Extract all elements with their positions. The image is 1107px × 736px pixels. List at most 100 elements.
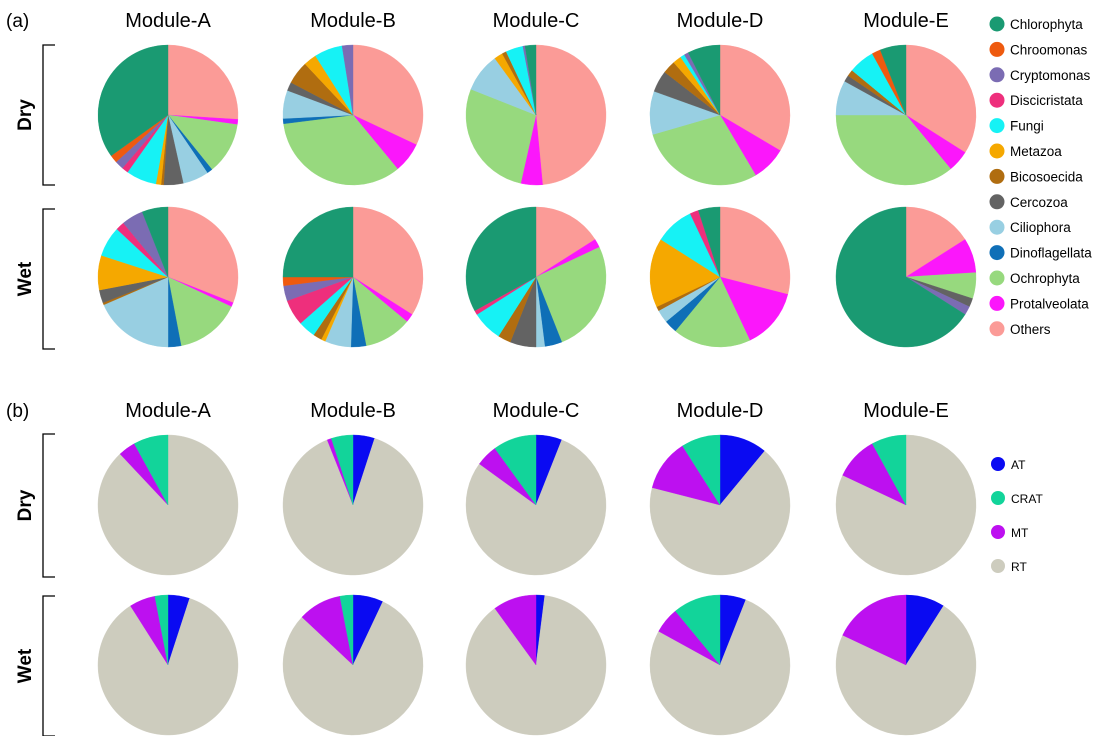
slice-others [719,44,791,151]
panel-label-a: (a) [6,11,29,32]
legend-label-cercozoa: Cercozoa [1010,195,1068,210]
slice-chlorophyta [465,206,537,311]
condition-label-wet-b: Wet [15,648,36,683]
module-title-module-a-b: Module-A [125,400,211,422]
slice-ochrophyta [675,276,751,348]
pie-a-wet-module-a [97,206,239,348]
bracket-wet-b [42,595,55,736]
slice-ciliophora [103,276,169,348]
bracket-dry-a [42,44,55,186]
slice-others [167,206,239,304]
legend-swatch-others [989,321,1005,337]
slice-rt [282,601,424,736]
slice-rt [835,605,977,736]
pie-a-wet-module-e [835,206,977,348]
legend-label-at: AT [1011,458,1026,472]
legend-swatch-at [991,457,1005,471]
legend-swatch-rt [991,559,1005,573]
text-layer: (a) Module-A Module-B Module-C Module-D Modul… [6,10,1092,736]
legend-label-chroomonas: Chroomonas [1010,42,1088,57]
legend-swatch-bicosoecida [989,168,1005,184]
legend-label-cryptomonas: Cryptomonas [1010,68,1091,83]
slice-chlorophyta [835,206,966,348]
legend-label-crat: CRAT [1011,492,1043,506]
legend-label-ochrophyta: Ochrophyta [1010,271,1080,286]
slice-mt [842,594,907,666]
bracket-wet-a [42,208,55,350]
slice-mt [494,594,537,666]
slice-ochrophyta [167,276,232,346]
slice-ochrophyta [835,114,951,186]
legend-label-chlorophyta: Chlorophyta [1010,17,1083,32]
pie-a-dry-module-a [97,44,239,186]
module-title-module-e-a: Module-E [863,10,949,32]
slice-metazoa [649,239,721,308]
slice-protalveolata [719,276,789,341]
pie-b-dry-module-c [465,434,607,576]
slice-crat [331,434,354,506]
legend-label-protalveolata: Protalveolata [1010,296,1089,311]
condition-label-wet-a: Wet [15,261,36,296]
slice-chlorophyta [687,44,721,116]
pie-b-dry-module-a [97,434,239,576]
legend-label-fungi: Fungi [1010,119,1044,134]
legend-swatch-protalveolata [989,295,1005,311]
module-title-module-e-b: Module-E [863,400,949,422]
slice-chlorophyta [141,206,169,278]
condition-label-dry-a: Dry [15,99,36,131]
pie-a-wet-module-d [649,206,791,348]
pie-b-dry-module-e [835,434,977,576]
legend-swatch-dinoflagellata [989,245,1005,261]
slice-crat [872,434,907,506]
slice-others [352,206,424,315]
pie-b-wet-module-e [835,594,977,736]
pie-a-dry-module-b [282,44,424,186]
legend-swatch-chlorophyta [989,16,1005,32]
module-title-module-b-b: Module-B [310,400,396,422]
slice-others [905,206,966,278]
module-title-module-c-a: Module-C [493,10,580,32]
slice-chlorophyta [282,206,354,278]
slice-ochrophyta [465,88,537,184]
module-title-module-c-b: Module-C [493,400,580,422]
pie-b-wet-module-b [282,594,424,736]
module-title-module-a-a: Module-A [125,10,211,32]
slice-chlorophyta [879,44,907,116]
slice-crat [682,434,721,506]
pie-a-dry-module-c [465,44,607,186]
pie-b-wet-module-a [97,594,239,736]
legend-swatch-chroomonas [989,41,1005,57]
slice-ochrophyta [652,114,756,186]
legend-swatch-crat [991,491,1005,505]
legend-swatch-cercozoa [989,194,1005,210]
legend-label-others: Others [1010,322,1051,337]
panel-label-b: (b) [6,401,29,422]
legend-swatch-metazoa [989,143,1005,159]
pie-b-wet-module-d [649,594,791,736]
legend-swatch-fungi [989,118,1005,134]
slice-others [535,44,607,185]
legend-swatch-discicristata [989,92,1005,108]
legend-label-metazoa: Metazoa [1010,144,1062,159]
slice-others [535,206,596,278]
slice-others [352,44,424,146]
pie-a-dry-module-d [649,44,791,186]
pie-a-wet-module-b [282,206,424,348]
slice-ochrophyta [535,246,607,343]
legend-swatch-cryptomonas [989,67,1005,83]
pie-b-dry-module-d [649,434,791,576]
legend-label-mt: MT [1011,526,1029,540]
slice-others [719,206,791,295]
legend-swatch-mt [991,525,1005,539]
legend-label-dinoflagellata: Dinoflagellata [1010,246,1092,261]
slice-others [905,44,977,153]
slice-rt [282,438,424,576]
legend-swatch-ciliophora [989,219,1005,235]
slice-crat [134,434,169,506]
slice-crat [339,594,354,666]
module-title-module-d-b: Module-D [677,400,764,422]
legend-label-rt: RT [1011,560,1027,574]
slice-chlorophyta [524,44,537,116]
legend-label-ciliophora: Ciliophora [1010,220,1071,235]
